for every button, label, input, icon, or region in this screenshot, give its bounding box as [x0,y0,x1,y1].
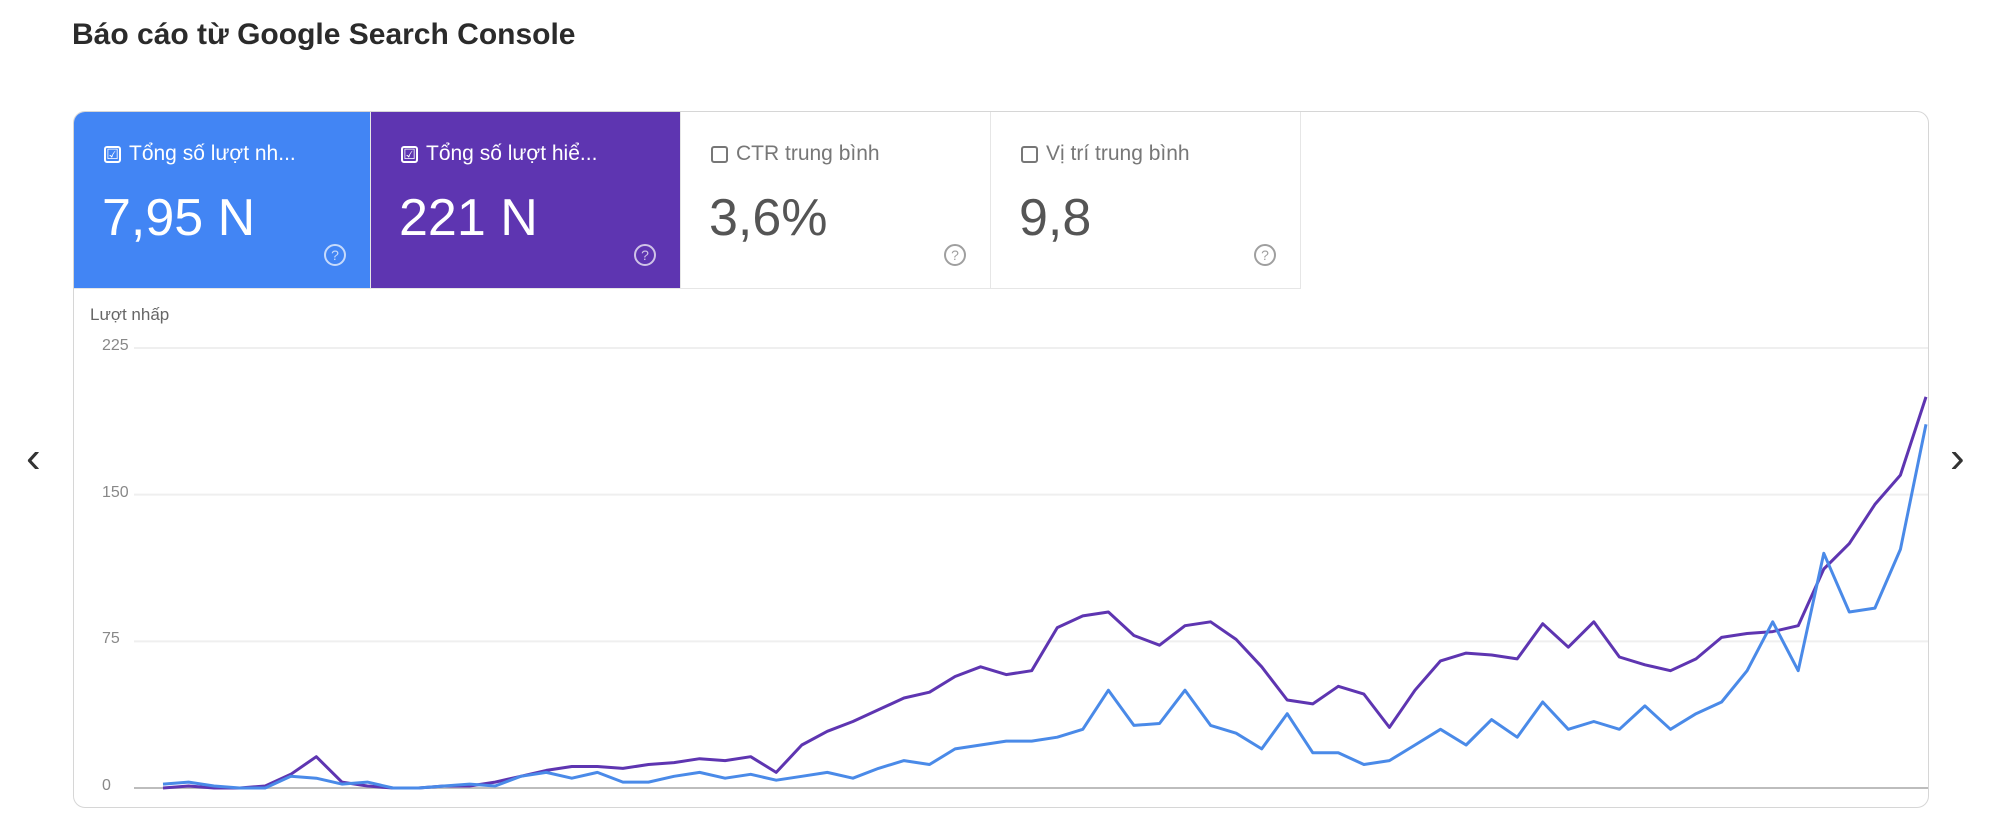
metric-tile-clicks[interactable]: ☑ Tổng số lượt nh... 7,95 N ? [74,112,371,289]
metric-value: 9,8 [1019,189,1092,247]
help-icon[interactable]: ? [634,244,656,266]
checkbox-unchecked-icon[interactable] [711,145,728,163]
metric-tile-impressions[interactable]: ☑ Tổng số lượt hiể... 221 N ? [371,112,681,289]
chevron-right-icon[interactable]: › [1950,433,1965,482]
help-icon[interactable]: ? [324,244,346,266]
series-line-impressions [162,396,1928,790]
metric-value: 3,6% [709,189,828,247]
help-icon[interactable]: ? [944,244,966,266]
chevron-left-icon[interactable]: ‹ [26,433,41,482]
page-title: Báo cáo từ Google Search Console [72,18,576,51]
metric-label: Tổng số lượt hiể... [426,142,598,165]
y-axis-label: Lượt nhấp [90,305,170,324]
y-tick-label: 150 [102,484,129,501]
search-console-card: ☑ Tổng số lượt nh... 7,95 N ? ☑ Tổng số lư… [73,111,1929,808]
metric-label: Vị trí trung bình [1046,142,1190,165]
help-icon[interactable]: ? [1254,244,1276,266]
metric-tile-position[interactable]: Vị trí trung bình 9,8 ? [991,112,1301,289]
y-tick-label: 75 [102,630,120,647]
series-line-clicks [162,423,1928,790]
line-chart [134,347,1928,790]
checkbox-checked-icon[interactable]: ☑ [104,145,121,163]
checkbox-checked-icon[interactable]: ☑ [401,145,418,163]
checkbox-unchecked-icon[interactable] [1021,145,1038,163]
metric-value: 221 N [399,189,538,247]
y-tick-label: 225 [102,337,129,354]
metric-tile-ctr[interactable]: CTR trung bình 3,6% ? [681,112,991,289]
y-tick-label: 0 [102,777,111,794]
metric-label: CTR trung bình [736,142,880,165]
metric-value: 7,95 N [102,189,256,247]
metric-label: Tổng số lượt nh... [129,142,296,165]
